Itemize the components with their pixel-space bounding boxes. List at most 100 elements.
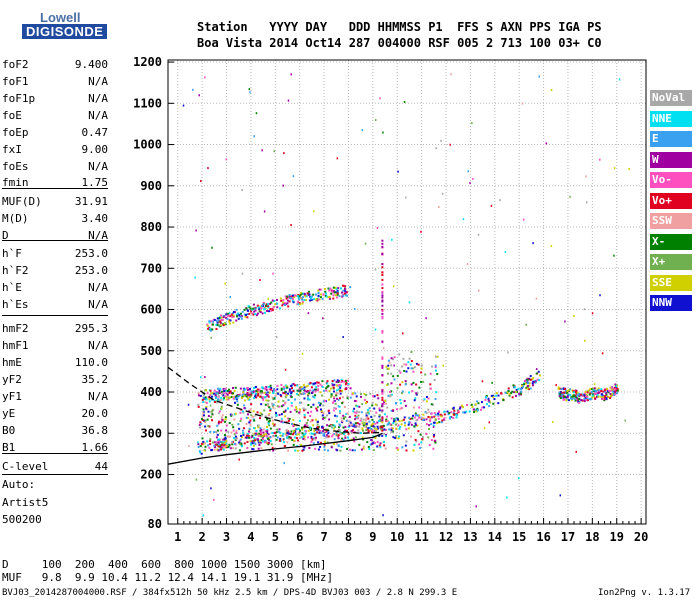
echo-point [278,439,281,442]
echo-point [585,393,588,396]
echo-point [238,314,241,317]
echo-point [373,427,376,430]
legend-item-x: X+ [650,254,692,270]
echo-point [403,363,406,366]
echo-point [276,384,279,387]
echo-point [336,397,339,400]
echo-point [374,436,377,439]
echo-point [360,411,363,414]
echo-point [228,445,231,448]
echo-point [301,428,304,431]
spike-point [381,299,384,302]
noise-point [569,195,571,198]
echo-point [278,428,281,431]
echo-point [259,311,262,314]
echo-point [269,435,272,438]
echo-point [392,375,395,378]
param-value: 9.400 [74,58,108,71]
echo-point [571,397,574,400]
echo-point [414,397,417,400]
echo-point [557,386,560,389]
echo-point [241,410,244,413]
echo-point [387,367,390,370]
echo-point [338,426,341,429]
echo-point [315,298,318,301]
echo-point [326,382,329,385]
param-name: M(D) [2,212,29,225]
echo-point [529,375,532,378]
echo-point [328,412,331,415]
echo-point [414,438,417,441]
echo-point [214,400,217,403]
noise-point [425,317,427,320]
version-footer: Ion2Png v. 1.3.17 [598,588,691,598]
x-tick-label: 15 [512,530,526,544]
param-value: 35.2 [81,373,109,386]
echo-point [433,415,436,418]
echo-point [252,307,255,310]
param-name: foEp [2,126,29,139]
echo-point [206,324,209,327]
noise-point [522,218,525,221]
echo-point [399,407,402,410]
echo-point [403,424,406,427]
echo-point [357,414,360,417]
echo-point [574,395,577,398]
echo-point [331,382,334,385]
echo-point [345,386,348,389]
echo-point [284,295,287,298]
param-row-fof2: foF2 9.400 [2,58,108,71]
echo-point [275,298,278,301]
echo-point [265,303,268,306]
echo-point [277,392,280,395]
echo-point [295,393,298,396]
echo-point [234,435,237,438]
echo-point [284,410,287,413]
echo-point [395,427,398,430]
echo-point [208,320,211,323]
echo-point [367,409,370,412]
echo-point [284,415,287,418]
echo-point [308,392,311,395]
echo-point [308,293,311,296]
echo-point [304,299,307,302]
echo-point [411,417,414,420]
echo-point [302,387,305,390]
echo-point [436,373,439,376]
echo-point [359,395,362,398]
echo-point [257,392,260,395]
echo-point [513,391,516,394]
echo-point [420,418,423,421]
echo-point [317,294,320,297]
echo-point [287,449,290,452]
echo-point [333,438,336,441]
echo-point [314,432,317,435]
echo-point [304,295,307,298]
echo-point [480,401,483,404]
noise-point [477,289,480,292]
echo-point [328,398,331,401]
autoscaling-label: Auto: [2,478,36,491]
echo-point [258,432,261,435]
echo-point [208,400,211,403]
param-name: yF2 [2,373,22,386]
echo-point [253,419,256,422]
param-row-md: M(D) 3.40 [2,212,108,225]
echo-point [484,396,487,399]
echo-point [216,433,219,436]
echo-point [430,423,433,426]
spike-point [381,356,384,359]
echo-point [239,419,242,422]
echo-point [586,391,589,394]
echo-point [339,389,342,392]
echo-point [327,449,330,452]
echo-point [265,425,268,428]
spike-point [381,239,384,242]
echo-point [600,390,603,393]
echo-point [306,398,309,401]
echo-point [539,374,542,377]
noise-point [202,514,204,517]
echo-point [583,394,586,397]
echo-point [516,390,519,393]
echo-point [220,416,223,419]
